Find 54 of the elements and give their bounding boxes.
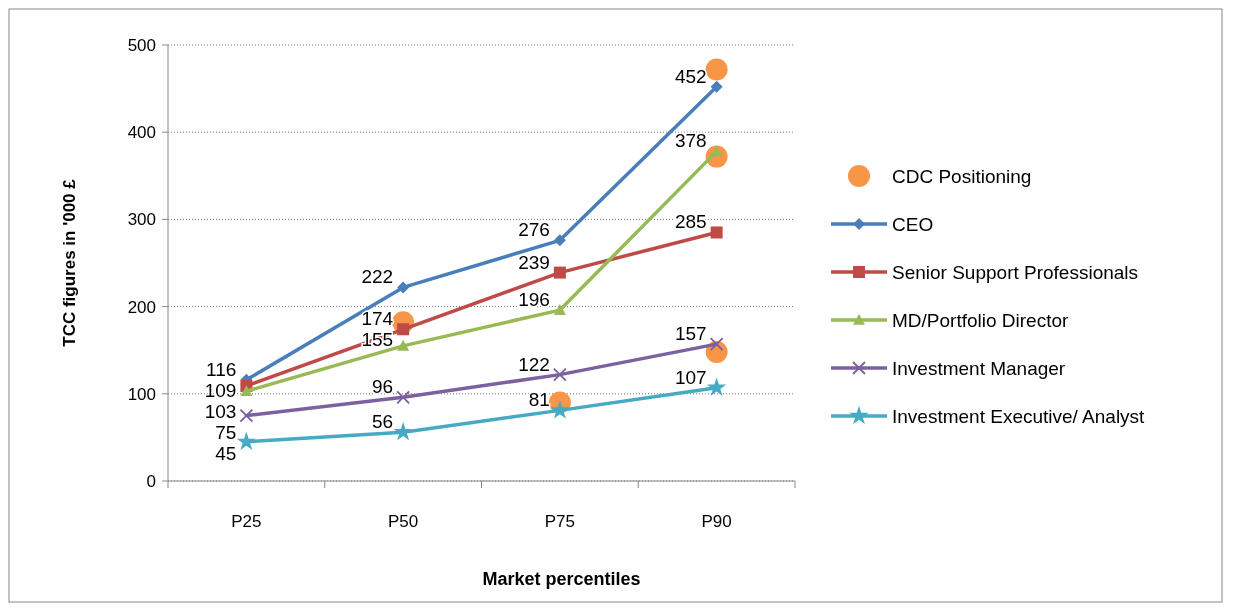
legend-label: Investment Executive/ Analyst <box>892 405 1146 427</box>
y-tick-label: 0 <box>146 471 156 491</box>
data-label: 452 <box>674 65 707 87</box>
data-label: 196 <box>518 289 550 311</box>
data-label: 45 <box>215 442 237 464</box>
point <box>239 408 254 423</box>
data-label: 75 <box>215 421 237 443</box>
data-label: 122 <box>518 353 550 375</box>
point <box>709 337 724 351</box>
x-tick-label: P25 <box>231 512 262 531</box>
point <box>710 80 723 93</box>
data-label: 81 <box>528 389 550 411</box>
point <box>397 323 410 336</box>
legend-label: CDC Positioning <box>892 165 1032 187</box>
data-label: 56 <box>371 411 394 433</box>
data-label: 222 <box>361 266 394 288</box>
point <box>397 339 410 351</box>
point <box>393 422 413 441</box>
y-tick-label: 500 <box>127 35 156 55</box>
data-label: 276 <box>518 219 550 241</box>
point <box>553 304 566 315</box>
legend-label: Investment Manager <box>892 357 1066 379</box>
data-label: 174 <box>361 308 394 330</box>
point <box>552 367 567 382</box>
point <box>236 431 257 450</box>
data-label: 107 <box>674 366 707 388</box>
y-tick-label: 200 <box>127 297 156 317</box>
data-label: 239 <box>518 251 550 273</box>
x-tick-label: P75 <box>544 512 575 531</box>
data-label: 157 <box>674 323 707 345</box>
point <box>710 226 723 239</box>
point <box>397 281 410 294</box>
x-axis-title: Market percentiles <box>482 569 641 589</box>
point <box>396 390 411 405</box>
data-label: 378 <box>674 130 707 152</box>
y-tick-label: 100 <box>127 384 156 404</box>
point <box>553 234 566 247</box>
data-label: 96 <box>371 376 394 398</box>
y-tick-label: 400 <box>127 123 156 143</box>
legend-label: CEO <box>892 213 934 235</box>
data-label: 285 <box>674 211 707 233</box>
point <box>706 377 727 396</box>
data-label: 103 <box>204 400 237 422</box>
y-tick-label: 300 <box>127 210 156 230</box>
legend-label: MD/Portfolio Director <box>892 309 1069 331</box>
legend-label: Senior Support Professionals <box>892 261 1139 283</box>
data-label: 116 <box>206 358 237 380</box>
point <box>550 400 570 419</box>
data-label: 109 <box>204 379 237 401</box>
y-axis-title: TCC figures in '000 £ <box>60 178 79 347</box>
point <box>240 385 253 396</box>
x-tick-label: P50 <box>388 512 419 531</box>
point <box>553 266 566 279</box>
x-tick-label: P90 <box>701 512 732 531</box>
